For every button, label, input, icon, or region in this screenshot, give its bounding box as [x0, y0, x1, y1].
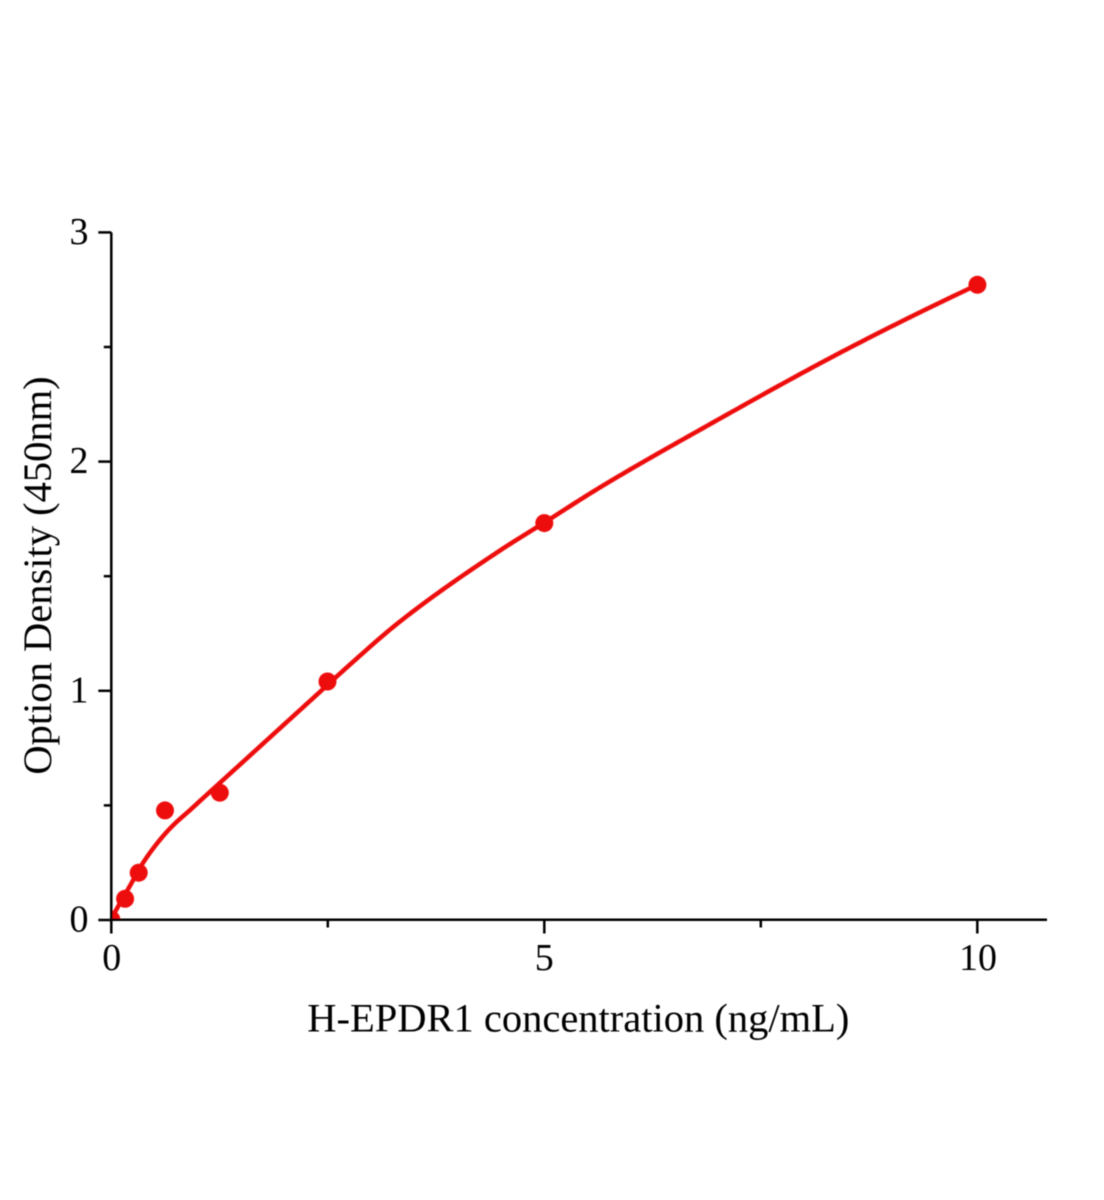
svg-text:10: 10 [959, 937, 997, 979]
svg-text:3: 3 [70, 211, 89, 253]
svg-text:0: 0 [70, 899, 89, 941]
svg-text:5: 5 [535, 937, 554, 979]
svg-text:0: 0 [102, 937, 121, 979]
svg-text:1: 1 [70, 669, 89, 711]
svg-text:Option Density (450nm): Option Density (450nm) [15, 376, 60, 774]
svg-text:H-EPDR1 concentration (ng/mL): H-EPDR1 concentration (ng/mL) [307, 996, 849, 1041]
svg-text:2: 2 [70, 440, 89, 482]
